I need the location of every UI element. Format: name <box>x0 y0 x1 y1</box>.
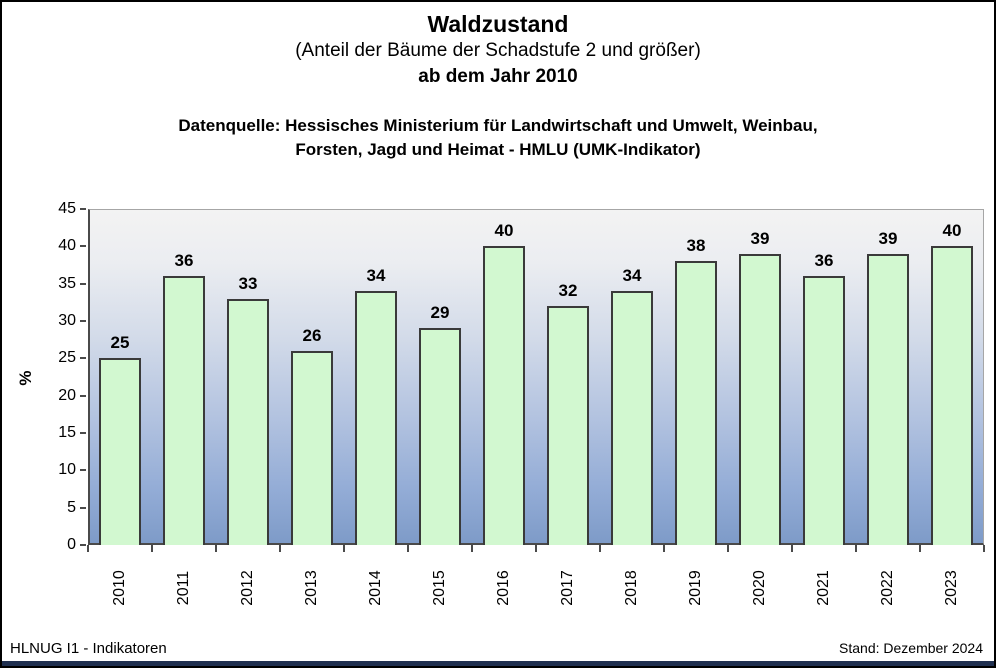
x-axis-tick <box>855 545 857 552</box>
bar-value-label: 32 <box>558 281 578 300</box>
y-axis-tick-label: 15 <box>58 424 76 441</box>
bar-2011 <box>163 276 205 545</box>
x-axis-tick-label: 2013 <box>303 570 320 606</box>
y-axis-tick-label: 35 <box>58 274 76 292</box>
x-axis-tick-label: 2012 <box>239 570 256 606</box>
bar-2012 <box>227 299 269 545</box>
bar-value-label: 33 <box>238 274 258 293</box>
x-axis-tick <box>87 545 89 552</box>
y-axis-tick <box>80 506 86 509</box>
page-subtitle2: ab dem Jahr 2010 <box>418 66 578 87</box>
bar-2020 <box>739 254 781 545</box>
footer-left-text: HLNUG I1 - Indikatoren <box>10 640 167 657</box>
page-title: Waldzustand <box>427 11 569 37</box>
y-axis-tick-label: 0 <box>67 536 76 553</box>
bar-value-label: 38 <box>686 236 706 255</box>
x-axis-tick-label: 2021 <box>815 570 832 606</box>
y-axis-tick <box>80 432 86 434</box>
bar-value-label: 25 <box>110 333 130 352</box>
y-axis-tick <box>80 544 86 546</box>
bar-2013 <box>291 351 333 545</box>
bar-value-label: 36 <box>814 251 834 270</box>
footer-accent-bar <box>2 661 994 666</box>
bar-2017 <box>547 306 589 545</box>
y-axis-title: % <box>16 370 35 386</box>
bar-value-label: 39 <box>878 229 898 248</box>
bar-2019 <box>675 261 717 545</box>
bar-value-label: 26 <box>302 326 322 345</box>
bar-value-label: 34 <box>366 266 386 285</box>
y-axis-tick <box>80 208 86 210</box>
x-axis-tick <box>983 545 985 552</box>
x-axis-tick-label: 2016 <box>495 570 512 606</box>
page-subtitle: (Anteil der Bäume der Schadstufe 2 und g… <box>295 40 701 61</box>
y-axis-tick-label: 20 <box>58 386 76 404</box>
x-axis-tick <box>407 545 409 552</box>
y-axis-tick <box>80 469 86 472</box>
data-source-line-1: Datenquelle: Hessisches Ministerium für … <box>178 116 818 135</box>
y-axis-tick <box>80 394 86 397</box>
x-axis-tick <box>535 545 537 552</box>
data-source-line-2: Forsten, Jagd und Heimat - HMLU (UMK-Ind… <box>295 140 701 159</box>
y-axis-tick-label: 5 <box>67 498 76 516</box>
bar-2023 <box>931 246 973 545</box>
x-axis-tick <box>343 545 345 552</box>
bar-2016 <box>483 246 525 545</box>
bar-value-label: 40 <box>942 221 962 240</box>
footer-right-text: Stand: Dezember 2024 <box>839 640 983 656</box>
bar-value-label: 40 <box>494 221 514 240</box>
x-axis-tick <box>727 545 729 552</box>
y-axis-tick-label: 45 <box>58 200 76 217</box>
title-block: Waldzustand (Anteil der Bäume der Schads… <box>2 11 994 90</box>
x-axis-tick <box>215 545 217 552</box>
y-axis-tick-label: 30 <box>58 312 76 329</box>
bar-2021 <box>803 276 845 545</box>
x-axis-tick <box>663 545 665 552</box>
x-axis-tick <box>791 545 793 552</box>
x-axis-tick-label: 2017 <box>559 570 576 606</box>
data-source-block: Datenquelle: Hessisches Ministerium für … <box>2 114 994 162</box>
bar-2015 <box>419 328 461 545</box>
x-axis-tick-label: 2015 <box>431 570 448 606</box>
bar-2018 <box>611 291 653 545</box>
x-axis-tick-label: 2019 <box>687 570 704 606</box>
y-axis-tick-label: 25 <box>58 349 76 367</box>
x-axis-tick-label: 2010 <box>111 570 128 606</box>
bar-2022 <box>867 254 909 545</box>
x-axis-tick <box>471 545 473 552</box>
x-axis-tick <box>599 545 601 552</box>
y-axis-tick <box>80 282 86 285</box>
x-axis-tick <box>279 545 281 552</box>
bar-value-label: 29 <box>430 303 450 322</box>
x-axis-tick <box>919 545 921 552</box>
bar-value-label: 34 <box>622 266 642 285</box>
y-axis-tick <box>80 245 86 248</box>
y-axis-tick-label: 40 <box>58 237 76 255</box>
x-axis-tick-label: 2022 <box>879 570 896 606</box>
x-axis-tick-label: 2023 <box>943 570 960 606</box>
x-axis-tick-label: 2018 <box>623 570 640 606</box>
y-axis-tick <box>80 320 86 322</box>
x-axis-tick-label: 2014 <box>367 570 384 606</box>
x-axis-tick <box>151 545 153 552</box>
bar-2010 <box>99 358 141 545</box>
x-axis-tick-label: 2020 <box>751 570 768 606</box>
y-axis-tick <box>80 357 86 360</box>
bar-value-label: 36 <box>174 251 194 270</box>
bar-2014 <box>355 291 397 545</box>
y-axis-tick-label: 10 <box>58 461 76 479</box>
x-axis-tick-label: 2011 <box>175 570 192 606</box>
bar-value-label: 39 <box>750 229 770 248</box>
